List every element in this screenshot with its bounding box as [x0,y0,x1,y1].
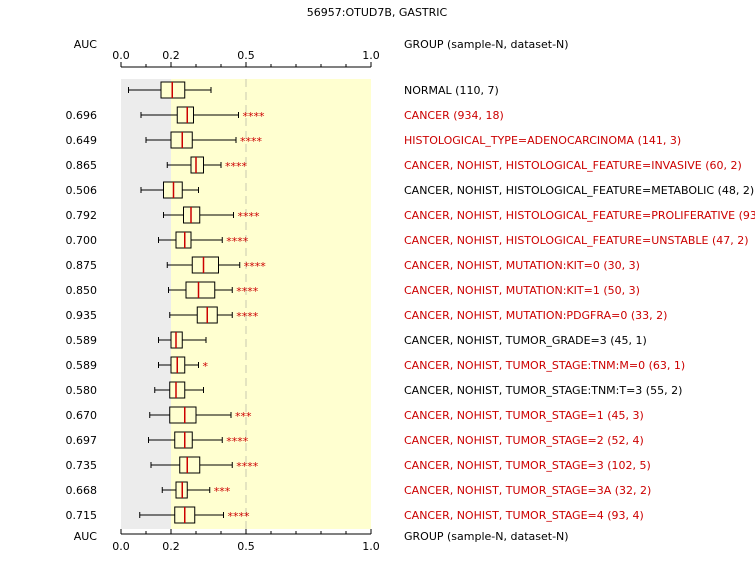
auc-value: 0.589 [66,359,98,372]
significance-stars: **** [236,285,259,298]
significance-stars: **** [238,210,261,223]
background-yellow-band [171,79,371,529]
chart-title: 56957:OTUD7B, GASTRIC [307,6,448,19]
auc-header-top: AUC [74,38,98,51]
background-gray-band [121,79,171,529]
iqr-box [180,457,200,473]
group-label: CANCER, NOHIST, HISTOLOGICAL_FEATURE=INV… [404,159,742,172]
auc-value: 0.850 [66,284,98,297]
auc-value: 0.735 [66,459,98,472]
group-label: CANCER (934, 18) [404,109,504,122]
auc-value: 0.697 [66,434,98,447]
iqr-box [170,407,196,423]
auc-value: 0.792 [66,209,98,222]
tick-label: 0.5 [237,540,255,553]
auc-value: 0.506 [66,184,98,197]
auc-header-bottom: AUC [74,530,98,543]
group-header-top: GROUP (sample-N, dataset-N) [404,38,569,51]
iqr-box [175,432,193,448]
significance-stars: **** [226,235,249,248]
group-label: CANCER, NOHIST, TUMOR_STAGE=3A (32, 2) [404,484,651,497]
significance-stars: *** [214,485,231,498]
auc-value: 0.865 [66,159,98,172]
auc-value: 0.696 [66,109,98,122]
iqr-box [192,257,218,273]
group-label: CANCER, NOHIST, TUMOR_GRADE=3 (45, 1) [404,334,647,347]
group-label: NORMAL (110, 7) [404,84,499,97]
significance-stars: *** [235,410,252,423]
auc-value: 0.875 [66,259,98,272]
auc-value: 0.649 [66,134,98,147]
group-label: CANCER, NOHIST, TUMOR_STAGE=3 (102, 5) [404,459,651,472]
group-label: CANCER, NOHIST, TUMOR_STAGE=2 (52, 4) [404,434,644,447]
tick-label: 1.0 [362,49,380,62]
significance-stars: **** [243,110,266,123]
auc-value: 0.589 [66,334,98,347]
group-label: CANCER, NOHIST, HISTOLOGICAL_FEATURE=MET… [404,184,754,197]
significance-stars: **** [236,460,259,473]
tick-label: 0.2 [162,49,180,62]
x-axis-bottom: 0.0 0.2 0.5 1.0 [112,529,380,553]
iqr-box [186,282,215,298]
significance-stars: **** [240,135,263,148]
group-label: CANCER, NOHIST, TUMOR_STAGE:TNM:M=0 (63,… [404,359,685,372]
auc-value: 0.700 [66,234,98,247]
group-label: HISTOLOGICAL_TYPE=ADENOCARCINOMA (141, 3… [404,134,681,147]
significance-stars: * [203,360,209,373]
auc-value: 0.670 [66,409,98,422]
group-label: CANCER, NOHIST, MUTATION:KIT=0 (30, 3) [404,259,640,272]
group-label: CANCER, NOHIST, TUMOR_STAGE=4 (93, 4) [404,509,644,522]
significance-stars: **** [228,510,251,523]
auc-value: 0.935 [66,309,98,322]
iqr-box [191,157,204,173]
auc-value: 0.580 [66,384,98,397]
auc-value: 0.715 [66,509,98,522]
group-label: CANCER, NOHIST, MUTATION:PDGFRA=0 (33, 2… [404,309,667,322]
group-label: CANCER, NOHIST, MUTATION:KIT=1 (50, 3) [404,284,640,297]
group-header-bottom: GROUP (sample-N, dataset-N) [404,530,569,543]
iqr-box [176,232,191,248]
x-axis-top: 0.0 0.2 0.5 1.0 [112,49,380,67]
tick-label: 0.5 [237,49,255,62]
auc-value: 0.668 [66,484,98,497]
tick-label: 0.0 [112,49,130,62]
group-label: CANCER, NOHIST, HISTOLOGICAL_FEATURE=UNS… [404,234,749,247]
iqr-box [170,382,185,398]
tick-label: 0.0 [112,540,130,553]
significance-stars: **** [244,260,267,273]
row: 0.506 CANCER, NOHIST, HISTOLOGICAL_FEATUR… [66,182,755,198]
group-label: CANCER, NOHIST, TUMOR_STAGE=1 (45, 3) [404,409,644,422]
significance-stars: **** [225,160,248,173]
significance-stars: **** [226,435,249,448]
tick-label: 1.0 [362,540,380,553]
significance-stars: **** [236,310,259,323]
group-label: CANCER, NOHIST, TUMOR_STAGE:TNM:T=3 (55,… [404,384,682,397]
group-label: CANCER, NOHIST, HISTOLOGICAL_FEATURE=PRO… [404,209,755,222]
tick-label: 0.2 [162,540,180,553]
iqr-box [177,107,193,123]
